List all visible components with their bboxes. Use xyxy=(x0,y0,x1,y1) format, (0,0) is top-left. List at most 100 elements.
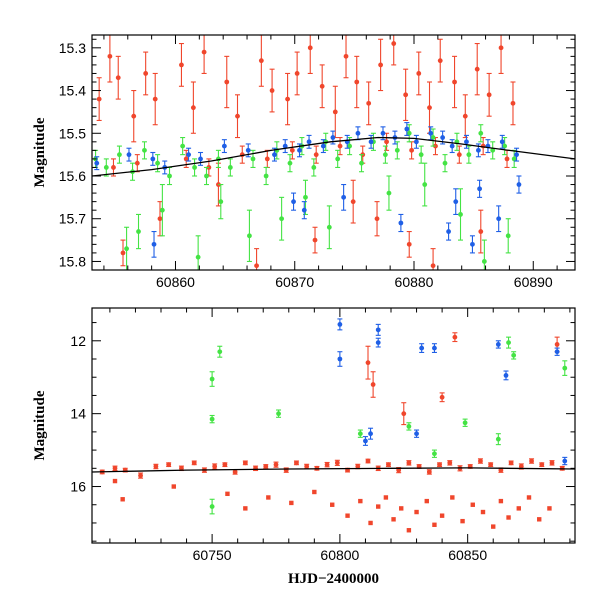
data-point xyxy=(462,113,468,119)
data-point xyxy=(406,241,412,247)
data-point xyxy=(505,233,511,239)
data-point xyxy=(378,62,384,68)
data-point xyxy=(332,109,338,115)
data-point xyxy=(453,199,459,205)
series-red xyxy=(99,458,565,479)
series-red xyxy=(96,35,516,177)
data-point xyxy=(418,152,424,158)
data-point xyxy=(406,130,412,136)
data-point xyxy=(258,58,264,64)
data-point xyxy=(359,160,364,166)
data-point xyxy=(297,147,302,153)
y-tick-label: 16 xyxy=(70,479,86,495)
data-point xyxy=(282,143,288,149)
x-axis-label: HJD−2400000 xyxy=(288,571,379,587)
data-point xyxy=(562,365,568,371)
data-point xyxy=(363,438,368,444)
data-point xyxy=(375,340,381,346)
data-point xyxy=(432,451,437,457)
x-tick-label: 60800 xyxy=(320,547,359,563)
series-red xyxy=(112,478,552,533)
data-point xyxy=(195,254,201,260)
data-point xyxy=(478,229,484,234)
data-point xyxy=(198,156,203,162)
data-point xyxy=(464,139,469,145)
data-point xyxy=(357,431,363,437)
data-point xyxy=(279,216,285,222)
data-point xyxy=(212,464,218,469)
data-point xyxy=(243,506,248,511)
x-tick-label: 60890 xyxy=(514,274,553,290)
plot-frame xyxy=(91,34,576,271)
y-tick-label: 15.3 xyxy=(59,40,86,56)
data-point xyxy=(311,165,317,170)
data-point xyxy=(136,229,141,234)
data-point xyxy=(537,517,542,522)
data-point xyxy=(217,349,223,355)
data-point xyxy=(152,96,158,102)
data-point xyxy=(330,135,336,140)
data-point xyxy=(477,186,482,192)
data-point xyxy=(447,460,453,466)
data-point xyxy=(386,462,391,468)
y-tick-label: 15.7 xyxy=(59,211,86,227)
data-point xyxy=(250,156,256,162)
data-point xyxy=(499,139,505,145)
data-point xyxy=(347,143,352,149)
data-point xyxy=(481,259,487,264)
data-point xyxy=(204,173,209,179)
data-point xyxy=(426,469,432,475)
data-point xyxy=(287,160,293,166)
data-point xyxy=(337,356,343,362)
data-point xyxy=(326,224,332,230)
data-point xyxy=(304,464,310,469)
data-point xyxy=(289,500,294,506)
data-point xyxy=(303,194,308,200)
data-point xyxy=(424,498,429,504)
data-point xyxy=(167,173,172,179)
data-point xyxy=(498,467,504,473)
data-point xyxy=(422,182,428,187)
data-point xyxy=(442,160,448,166)
plot-area xyxy=(92,35,575,270)
data-point xyxy=(526,495,532,500)
data-point xyxy=(486,92,492,98)
series-green xyxy=(209,336,568,515)
data-point xyxy=(117,152,122,158)
data-point xyxy=(399,506,404,511)
data-point xyxy=(276,411,281,417)
data-point xyxy=(380,130,386,136)
data-point xyxy=(191,460,197,466)
data-point xyxy=(155,160,160,166)
data-point xyxy=(345,513,350,518)
y-axis-label: Magnitude xyxy=(32,117,48,187)
data-point xyxy=(111,165,116,170)
data-point xyxy=(166,462,172,468)
data-point xyxy=(508,460,514,466)
data-point xyxy=(269,88,275,93)
data-point xyxy=(391,41,397,46)
data-point xyxy=(446,229,451,234)
data-point xyxy=(539,462,545,468)
data-point xyxy=(496,216,502,222)
data-point xyxy=(529,458,534,464)
data-point xyxy=(547,506,552,511)
data-point xyxy=(401,411,407,417)
data-point xyxy=(439,513,445,518)
data-point xyxy=(209,504,215,509)
data-point xyxy=(413,139,419,145)
data-point xyxy=(449,143,455,149)
series-red xyxy=(365,332,560,426)
data-point xyxy=(491,524,496,529)
plot-frame xyxy=(91,307,576,544)
data-point xyxy=(403,92,409,98)
data-point xyxy=(186,152,192,158)
top-panel-zoom: 60860 60870 60880 60890 15.3 15.4 15.5 15.6 15.7… xyxy=(32,34,576,290)
plot-area xyxy=(92,318,575,533)
data-point xyxy=(476,147,481,153)
data-point xyxy=(254,263,259,269)
data-point xyxy=(416,71,422,76)
data-point xyxy=(209,416,215,422)
data-point xyxy=(383,495,389,500)
data-point xyxy=(370,382,376,387)
